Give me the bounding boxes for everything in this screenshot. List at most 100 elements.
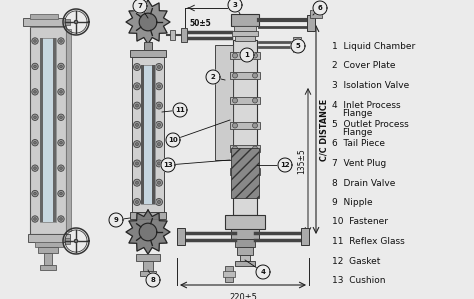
FancyBboxPatch shape — [215, 45, 233, 160]
Text: 7  Vent Plug: 7 Vent Plug — [332, 159, 386, 168]
FancyBboxPatch shape — [230, 52, 260, 59]
Circle shape — [157, 201, 161, 204]
FancyBboxPatch shape — [130, 50, 166, 57]
Text: 220±5: 220±5 — [229, 293, 257, 299]
Circle shape — [253, 98, 257, 103]
FancyBboxPatch shape — [30, 14, 58, 19]
FancyBboxPatch shape — [307, 15, 315, 31]
Text: 1: 1 — [245, 52, 249, 58]
FancyBboxPatch shape — [28, 234, 70, 242]
Circle shape — [233, 169, 237, 174]
FancyBboxPatch shape — [30, 26, 66, 234]
FancyBboxPatch shape — [40, 265, 56, 270]
Circle shape — [60, 167, 62, 170]
FancyBboxPatch shape — [235, 261, 255, 266]
FancyBboxPatch shape — [38, 247, 58, 253]
Circle shape — [136, 181, 138, 184]
Polygon shape — [139, 223, 157, 241]
FancyBboxPatch shape — [237, 247, 253, 255]
Polygon shape — [240, 48, 254, 62]
Text: 3  Isolation Valve: 3 Isolation Valve — [332, 81, 409, 90]
Polygon shape — [133, 0, 147, 13]
FancyBboxPatch shape — [143, 261, 153, 271]
Circle shape — [157, 181, 161, 184]
Text: 5: 5 — [296, 43, 301, 49]
Text: 10  Fastener: 10 Fastener — [332, 217, 388, 227]
FancyBboxPatch shape — [177, 228, 185, 245]
Circle shape — [155, 83, 163, 90]
Text: 2: 2 — [210, 74, 215, 80]
Circle shape — [58, 63, 64, 70]
Circle shape — [58, 190, 64, 197]
Circle shape — [134, 102, 140, 109]
Circle shape — [32, 140, 38, 146]
Circle shape — [134, 141, 140, 148]
FancyBboxPatch shape — [144, 42, 152, 50]
FancyBboxPatch shape — [293, 37, 301, 52]
FancyBboxPatch shape — [136, 254, 160, 261]
FancyBboxPatch shape — [230, 145, 260, 152]
Circle shape — [60, 40, 62, 42]
Polygon shape — [74, 239, 78, 242]
Text: 4  Inlet Process: 4 Inlet Process — [332, 100, 401, 109]
Polygon shape — [166, 133, 180, 147]
Polygon shape — [228, 0, 242, 12]
Circle shape — [233, 53, 237, 58]
FancyBboxPatch shape — [232, 31, 258, 36]
Circle shape — [32, 89, 38, 95]
Circle shape — [34, 116, 36, 119]
Text: 9: 9 — [114, 217, 118, 223]
Circle shape — [157, 143, 161, 146]
Circle shape — [136, 143, 138, 146]
Circle shape — [60, 192, 62, 195]
Circle shape — [34, 218, 36, 220]
FancyBboxPatch shape — [130, 212, 166, 219]
Circle shape — [60, 91, 62, 93]
Circle shape — [134, 63, 140, 71]
Text: 8  Drain Valve: 8 Drain Valve — [332, 179, 395, 187]
FancyBboxPatch shape — [141, 65, 144, 204]
Circle shape — [155, 141, 163, 148]
Circle shape — [134, 199, 140, 205]
Circle shape — [32, 190, 38, 197]
Circle shape — [157, 162, 161, 165]
Text: 50±5: 50±5 — [189, 19, 211, 28]
Text: 6: 6 — [318, 5, 322, 11]
Circle shape — [233, 73, 237, 78]
Circle shape — [34, 192, 36, 195]
Polygon shape — [256, 265, 270, 279]
Circle shape — [60, 141, 62, 144]
Circle shape — [58, 89, 64, 95]
Text: 11  Reflex Glass: 11 Reflex Glass — [332, 237, 405, 246]
FancyBboxPatch shape — [230, 97, 260, 104]
FancyBboxPatch shape — [23, 18, 65, 26]
Circle shape — [134, 179, 140, 186]
FancyBboxPatch shape — [230, 72, 260, 79]
FancyBboxPatch shape — [132, 57, 164, 212]
FancyBboxPatch shape — [235, 36, 255, 41]
Circle shape — [58, 140, 64, 146]
Circle shape — [134, 160, 140, 167]
Circle shape — [155, 199, 163, 205]
Circle shape — [157, 104, 161, 107]
Circle shape — [60, 116, 62, 119]
FancyBboxPatch shape — [35, 242, 63, 247]
Text: 9  Nipple: 9 Nipple — [332, 198, 373, 207]
Polygon shape — [146, 273, 160, 287]
Circle shape — [136, 104, 138, 107]
Circle shape — [58, 165, 64, 171]
FancyBboxPatch shape — [65, 238, 70, 244]
Circle shape — [32, 114, 38, 120]
FancyBboxPatch shape — [231, 148, 259, 198]
Circle shape — [34, 65, 36, 68]
FancyBboxPatch shape — [225, 266, 233, 282]
Circle shape — [233, 123, 237, 128]
Circle shape — [32, 216, 38, 222]
Text: 8: 8 — [151, 277, 155, 283]
FancyBboxPatch shape — [240, 255, 250, 261]
FancyBboxPatch shape — [40, 38, 43, 222]
FancyBboxPatch shape — [301, 228, 309, 245]
FancyBboxPatch shape — [141, 65, 155, 204]
Circle shape — [253, 53, 257, 58]
Circle shape — [32, 38, 38, 44]
